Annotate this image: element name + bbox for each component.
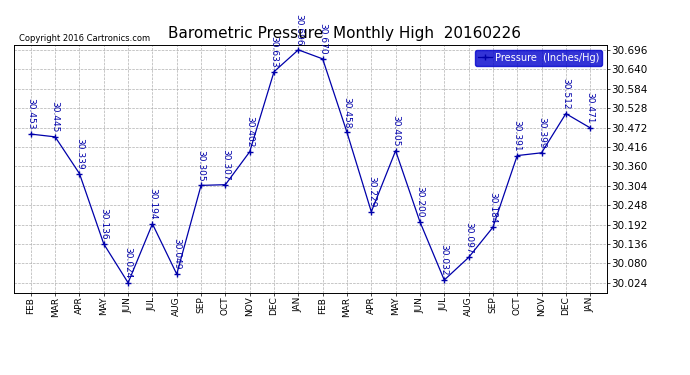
Text: 30.307: 30.307 (221, 149, 230, 180)
Pressure  (Inches/Hg) (172, 272, 181, 276)
Pressure  (Inches/Hg) (99, 242, 108, 246)
Text: 30.194: 30.194 (148, 188, 157, 220)
Pressure  (Inches/Hg) (27, 132, 35, 136)
Text: 30.402: 30.402 (245, 116, 254, 148)
Legend: Pressure  (Inches/Hg): Pressure (Inches/Hg) (475, 50, 602, 66)
Pressure  (Inches/Hg) (51, 135, 59, 139)
Pressure  (Inches/Hg) (246, 150, 254, 154)
Text: Copyright 2016 Cartronics.com: Copyright 2016 Cartronics.com (19, 33, 150, 42)
Pressure  (Inches/Hg) (197, 183, 205, 188)
Pressure  (Inches/Hg) (343, 130, 351, 135)
Pressure  (Inches/Hg) (294, 48, 302, 52)
Pressure  (Inches/Hg) (221, 183, 230, 187)
Pressure  (Inches/Hg) (440, 278, 449, 282)
Pressure  (Inches/Hg) (367, 210, 375, 214)
Pressure  (Inches/Hg) (489, 225, 497, 230)
Pressure  (Inches/Hg) (586, 126, 594, 130)
Line: Pressure  (Inches/Hg): Pressure (Inches/Hg) (28, 46, 593, 286)
Text: 30.200: 30.200 (415, 186, 424, 218)
Pressure  (Inches/Hg) (75, 171, 83, 176)
Text: 30.136: 30.136 (99, 208, 108, 240)
Text: Barometric Pressure  Monthly High  20160226: Barometric Pressure Monthly High 2016022… (168, 26, 522, 41)
Pressure  (Inches/Hg) (538, 150, 546, 155)
Pressure  (Inches/Hg) (148, 222, 157, 226)
Text: 30.229: 30.229 (367, 176, 376, 208)
Text: 30.097: 30.097 (464, 222, 473, 254)
Text: 30.445: 30.445 (50, 101, 59, 133)
Text: 30.670: 30.670 (318, 23, 327, 55)
Pressure  (Inches/Hg) (562, 111, 570, 116)
Pressure  (Inches/Hg) (124, 280, 132, 285)
Pressure  (Inches/Hg) (391, 148, 400, 153)
Pressure  (Inches/Hg) (270, 69, 278, 74)
Pressure  (Inches/Hg) (319, 57, 327, 61)
Text: 30.633: 30.633 (270, 36, 279, 68)
Text: 30.339: 30.339 (75, 138, 84, 170)
Text: 30.696: 30.696 (294, 14, 303, 46)
Text: 30.453: 30.453 (26, 98, 35, 130)
Text: 30.032: 30.032 (440, 244, 449, 276)
Text: 30.399: 30.399 (537, 117, 546, 148)
Text: 30.049: 30.049 (172, 238, 181, 270)
Text: 30.512: 30.512 (562, 78, 571, 110)
Pressure  (Inches/Hg) (464, 255, 473, 260)
Text: 30.405: 30.405 (391, 115, 400, 147)
Text: 30.024: 30.024 (124, 247, 132, 279)
Pressure  (Inches/Hg) (513, 153, 522, 158)
Text: 30.184: 30.184 (489, 192, 497, 223)
Text: 30.305: 30.305 (197, 150, 206, 181)
Text: 30.471: 30.471 (586, 92, 595, 124)
Text: 30.458: 30.458 (342, 97, 351, 128)
Text: 30.391: 30.391 (513, 120, 522, 152)
Pressure  (Inches/Hg) (416, 219, 424, 224)
